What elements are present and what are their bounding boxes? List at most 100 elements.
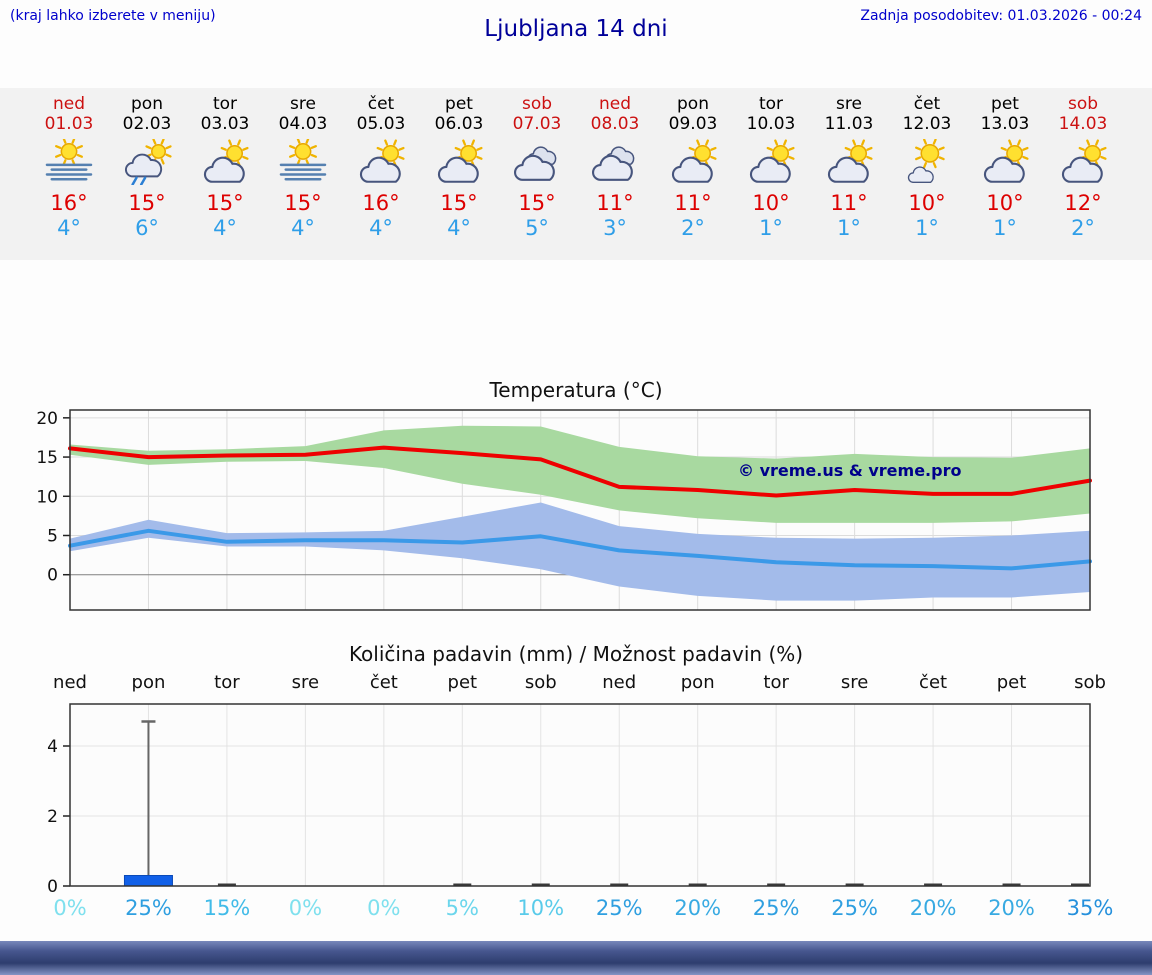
day-low-temp: 1° xyxy=(837,216,861,240)
day-name: čet xyxy=(913,94,941,114)
day-date: 04.03 xyxy=(278,114,328,134)
last-update: Zadnja posodobitev: 01.03.2026 - 00:24 xyxy=(860,8,1142,24)
day-high-temp: 15° xyxy=(518,191,556,215)
day-date: 10.03 xyxy=(746,114,796,134)
day-date: 11.03 xyxy=(824,114,874,134)
day-date: 07.03 xyxy=(512,114,562,134)
day-date: 03.03 xyxy=(200,114,250,134)
day-high-temp: 10° xyxy=(986,191,1024,215)
precip-day-label: pet xyxy=(996,672,1027,693)
forecast-day: čet 05.03 16° 4° xyxy=(342,88,420,260)
day-low-temp: 4° xyxy=(369,216,393,240)
precipitation-trace-mark xyxy=(217,883,236,886)
sun-cloud-icon xyxy=(359,139,405,183)
forecast-day: tor 10.03 10° 1° xyxy=(732,88,810,260)
precip-probability-label: 35% xyxy=(1066,896,1114,920)
day-name: pet xyxy=(445,94,473,114)
day-low-temp: 1° xyxy=(915,216,939,240)
day-low-temp: 5° xyxy=(525,216,549,240)
precip-ytick-label: 0 xyxy=(47,877,58,894)
precipitation-trace-mark xyxy=(845,883,864,886)
day-name: sob xyxy=(521,94,553,114)
day-date: 06.03 xyxy=(434,114,484,134)
day-date: 13.03 xyxy=(980,114,1030,134)
precipitation-bar xyxy=(123,875,173,887)
day-high-temp: 15° xyxy=(128,191,166,215)
day-date: 12.03 xyxy=(902,114,952,134)
precip-probability-label: 25% xyxy=(831,896,878,920)
day-high-temp: 10° xyxy=(752,191,790,215)
max-temperature-line xyxy=(68,445,1092,498)
precip-probability-label: 0% xyxy=(288,896,323,920)
day-high-temp: 11° xyxy=(596,191,634,215)
sun-cloud-icon xyxy=(203,139,249,183)
sun-fog-icon xyxy=(45,137,93,181)
precipitation-trace-mark xyxy=(1071,883,1089,886)
precip-probability-label: 25% xyxy=(752,896,800,920)
min-temp-range-band xyxy=(70,502,1090,601)
forecast-day: sob 14.03 12° 2° xyxy=(1044,88,1122,260)
precip-probability-label: 15% xyxy=(203,896,251,920)
watermark-text: © vreme.us & vreme.pro xyxy=(738,461,961,480)
precip-day-label: sre xyxy=(291,672,320,693)
precip-probability-row: 0% 25% 15% 0% 0% 5% 10% 25% 20% 25% 25% 20% 20% 35% xyxy=(0,896,1152,926)
precip-probability-label: 10% xyxy=(517,896,565,920)
precipitation-trace-mark xyxy=(767,883,786,886)
precip-day-label: pon xyxy=(131,672,166,693)
precip-probability-label: 20% xyxy=(988,896,1035,920)
day-high-temp: 15° xyxy=(284,191,322,215)
day-high-temp: 15° xyxy=(206,191,244,215)
day-name: sob xyxy=(1067,94,1099,114)
day-low-temp: 4° xyxy=(213,216,237,240)
day-date: 02.03 xyxy=(122,114,172,134)
forecast-day: ned 01.03 16° 4° xyxy=(30,88,108,260)
precipitation-chart-title: Količina padavin (mm) / Možnost padavin … xyxy=(348,642,804,666)
cloud-icon xyxy=(592,146,635,181)
forecast-day: pon 02.03 15° 6° xyxy=(108,88,186,260)
day-low-temp: 1° xyxy=(759,216,783,240)
precipitation-trace-mark xyxy=(1002,883,1021,886)
min-temperature-line xyxy=(68,528,1092,571)
precipitation-trace-mark xyxy=(924,883,943,886)
day-date: 01.03 xyxy=(44,114,94,134)
precip-probability-label: 25% xyxy=(125,896,172,920)
menu-hint: (kraj lahko izberete v meniju) xyxy=(10,8,216,24)
footer-banner xyxy=(0,941,1152,975)
day-high-temp: 10° xyxy=(908,191,946,215)
sun-cloud-icon xyxy=(827,139,873,183)
day-date: 14.03 xyxy=(1058,114,1108,134)
sun-cloud-icon xyxy=(437,139,483,183)
day-name: ned xyxy=(598,94,632,114)
temp-ytick-label: 0 xyxy=(47,566,58,586)
sun-cloud-icon xyxy=(749,139,795,183)
day-name: čet xyxy=(367,94,395,114)
precipitation-trace-mark xyxy=(688,883,707,886)
day-high-temp: 11° xyxy=(830,191,868,215)
precip-day-label: tor xyxy=(214,672,240,693)
precip-probability-label: 20% xyxy=(674,896,722,920)
day-high-temp: 16° xyxy=(50,191,88,215)
sun-cloud-rain-icon xyxy=(124,138,172,186)
sun-cloud-icon xyxy=(671,139,717,183)
day-name: ned xyxy=(52,94,86,114)
day-date: 08.03 xyxy=(590,114,640,134)
day-low-temp: 4° xyxy=(57,216,81,240)
precip-ytick-label: 2 xyxy=(47,807,58,827)
forecast-day: pon 09.03 11° 2° xyxy=(654,88,732,260)
page-title: Ljubljana 14 dni xyxy=(484,16,668,42)
precip-day-label: čet xyxy=(919,672,948,693)
day-low-temp: 2° xyxy=(681,216,705,240)
forecast-day: sre 04.03 15° 4° xyxy=(264,88,342,260)
precip-probability-label: 25% xyxy=(595,896,643,920)
temp-ytick-label: 20 xyxy=(36,409,58,429)
precip-day-label: sob xyxy=(1074,672,1106,693)
forecast-day: pet 13.03 10° 1° xyxy=(966,88,1044,260)
precip-day-label: ned xyxy=(53,672,87,693)
precip-ytick-label: 4 xyxy=(47,737,58,757)
precip-day-label: tor xyxy=(763,672,789,693)
precip-probability-label: 20% xyxy=(909,896,957,920)
forecast-day: tor 03.03 15° 4° xyxy=(186,88,264,260)
day-high-temp: 11° xyxy=(674,191,712,215)
day-low-temp: 2° xyxy=(1071,216,1095,240)
forecast-day: sre 11.03 11° 1° xyxy=(810,88,888,260)
